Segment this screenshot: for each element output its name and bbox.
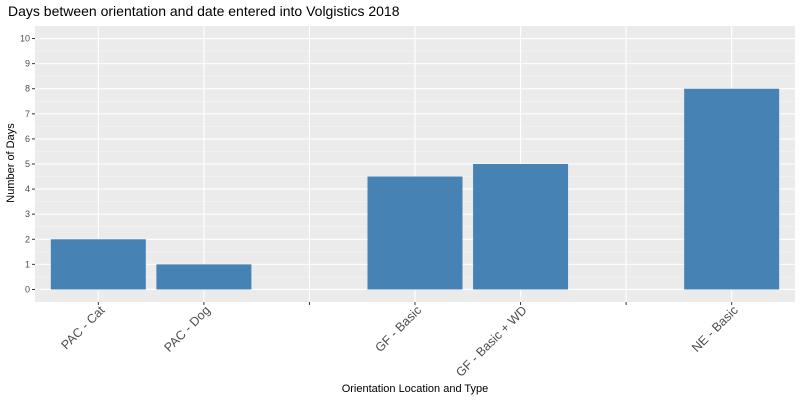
y-tick-label: 0: [25, 284, 30, 294]
y-axis: 0 1 2 3 4 5 6 7 8 9 10: [20, 34, 35, 294]
bar: [156, 264, 252, 290]
bars: [50, 88, 780, 290]
x-tick-label: GF - Basic: [372, 303, 424, 355]
y-tick-label: 4: [25, 184, 30, 194]
bar: [684, 88, 780, 290]
chart-title: Days between orientation and date entere…: [8, 3, 400, 19]
y-tick-label: 8: [25, 84, 30, 94]
y-axis-label: Number of Days: [5, 123, 17, 203]
y-tick-label: 9: [25, 59, 30, 69]
y-tick-label: 6: [25, 134, 30, 144]
bar: [50, 239, 146, 290]
y-tick-label: 1: [25, 259, 30, 269]
x-tick-label: NE - Basic: [689, 303, 741, 355]
bar: [473, 164, 569, 290]
y-tick-label: 10: [20, 34, 30, 44]
x-tick-label: GF - Basic + WD: [453, 303, 529, 379]
y-tick-label: 3: [25, 209, 30, 219]
bar: [367, 176, 463, 290]
y-tick-label: 5: [25, 159, 30, 169]
x-axis: PAC - Cat PAC - Dog GF - Basic GF - Basic +…: [58, 302, 741, 380]
x-tick-label: PAC - Cat: [58, 303, 107, 352]
x-tick-label: PAC - Dog: [162, 303, 214, 355]
y-tick-label: 7: [25, 109, 30, 119]
y-tick-label: 2: [25, 234, 30, 244]
x-axis-label: Orientation Location and Type: [342, 383, 489, 395]
